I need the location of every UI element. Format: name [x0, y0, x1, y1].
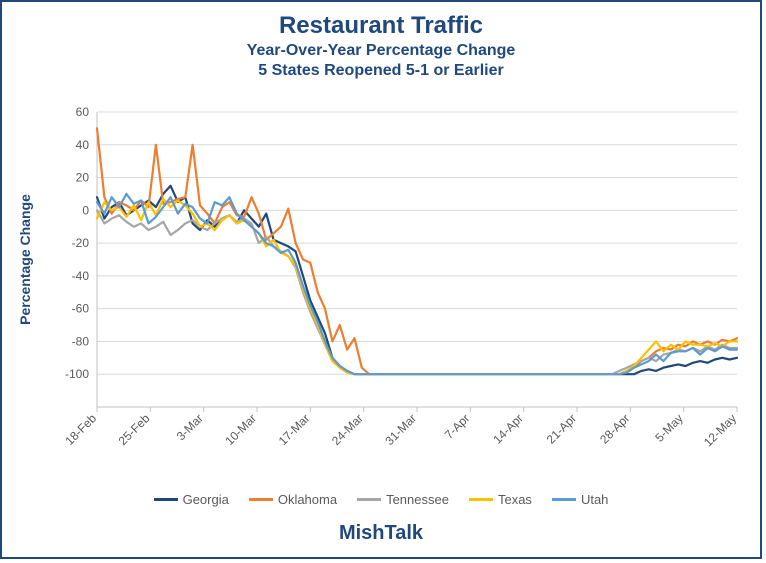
legend-swatch [154, 498, 178, 501]
series-line-tennessee [97, 210, 737, 374]
y-tick-label: -40 [72, 269, 90, 283]
x-tick-label: 18-Feb [62, 411, 99, 448]
x-tick-label: 3-Mar [174, 411, 206, 443]
y-axis-label: Percentage Change [17, 194, 33, 325]
y-tick-label: 40 [76, 138, 90, 152]
legend-label: Texas [498, 492, 532, 507]
chart-frame: Restaurant Traffic Year-Over-Year Percen… [0, 0, 762, 559]
x-tick-label: 7-Apr [442, 411, 473, 442]
x-tick-label: 28-Apr [597, 411, 632, 446]
legend-item-texas: Texas [469, 492, 532, 507]
y-tick-label: 0 [82, 203, 89, 217]
x-tick-label: 24-Mar [329, 411, 366, 448]
x-tick-label: 17-Mar [276, 411, 313, 448]
x-tick-label: 12-May [701, 411, 739, 449]
legend-item-utah: Utah [552, 492, 608, 507]
x-tick-label: 25-Feb [116, 411, 153, 448]
y-tick-label: -20 [72, 236, 90, 250]
y-tick-label: 20 [76, 171, 90, 185]
legend-label: Utah [581, 492, 608, 507]
y-tick-label: 60 [76, 105, 90, 119]
line-chart: 60 40 20 0 -20 -40 -60 -80 -100 18-Feb 25-Feb 3-Mar… [2, 2, 764, 561]
series-line-oklahoma [97, 128, 737, 374]
x-tick-label: 5-May [652, 411, 685, 444]
legend-label: Oklahoma [278, 492, 337, 507]
y-tick-label: -60 [72, 302, 90, 316]
x-tick-label: 10-Mar [222, 411, 259, 448]
legend-item-tennessee: Tennessee [357, 492, 449, 507]
legend-swatch [469, 498, 493, 501]
legend-swatch [357, 498, 381, 501]
x-tick-label: 31-Mar [382, 411, 419, 448]
legend-item-georgia: Georgia [154, 492, 229, 507]
legend: Georgia Oklahoma Tennessee Texas Utah [2, 492, 760, 507]
y-tick-label: -80 [72, 334, 90, 348]
legend-swatch [552, 498, 576, 501]
legend-item-oklahoma: Oklahoma [249, 492, 337, 507]
x-tick-label: 14-Apr [490, 411, 525, 446]
legend-label: Georgia [183, 492, 229, 507]
chart-footer: MishTalk [2, 522, 760, 545]
y-tick-label: -100 [65, 367, 89, 381]
x-tick-label: 21-Apr [544, 411, 579, 446]
legend-swatch [249, 498, 273, 501]
legend-label: Tennessee [386, 492, 449, 507]
